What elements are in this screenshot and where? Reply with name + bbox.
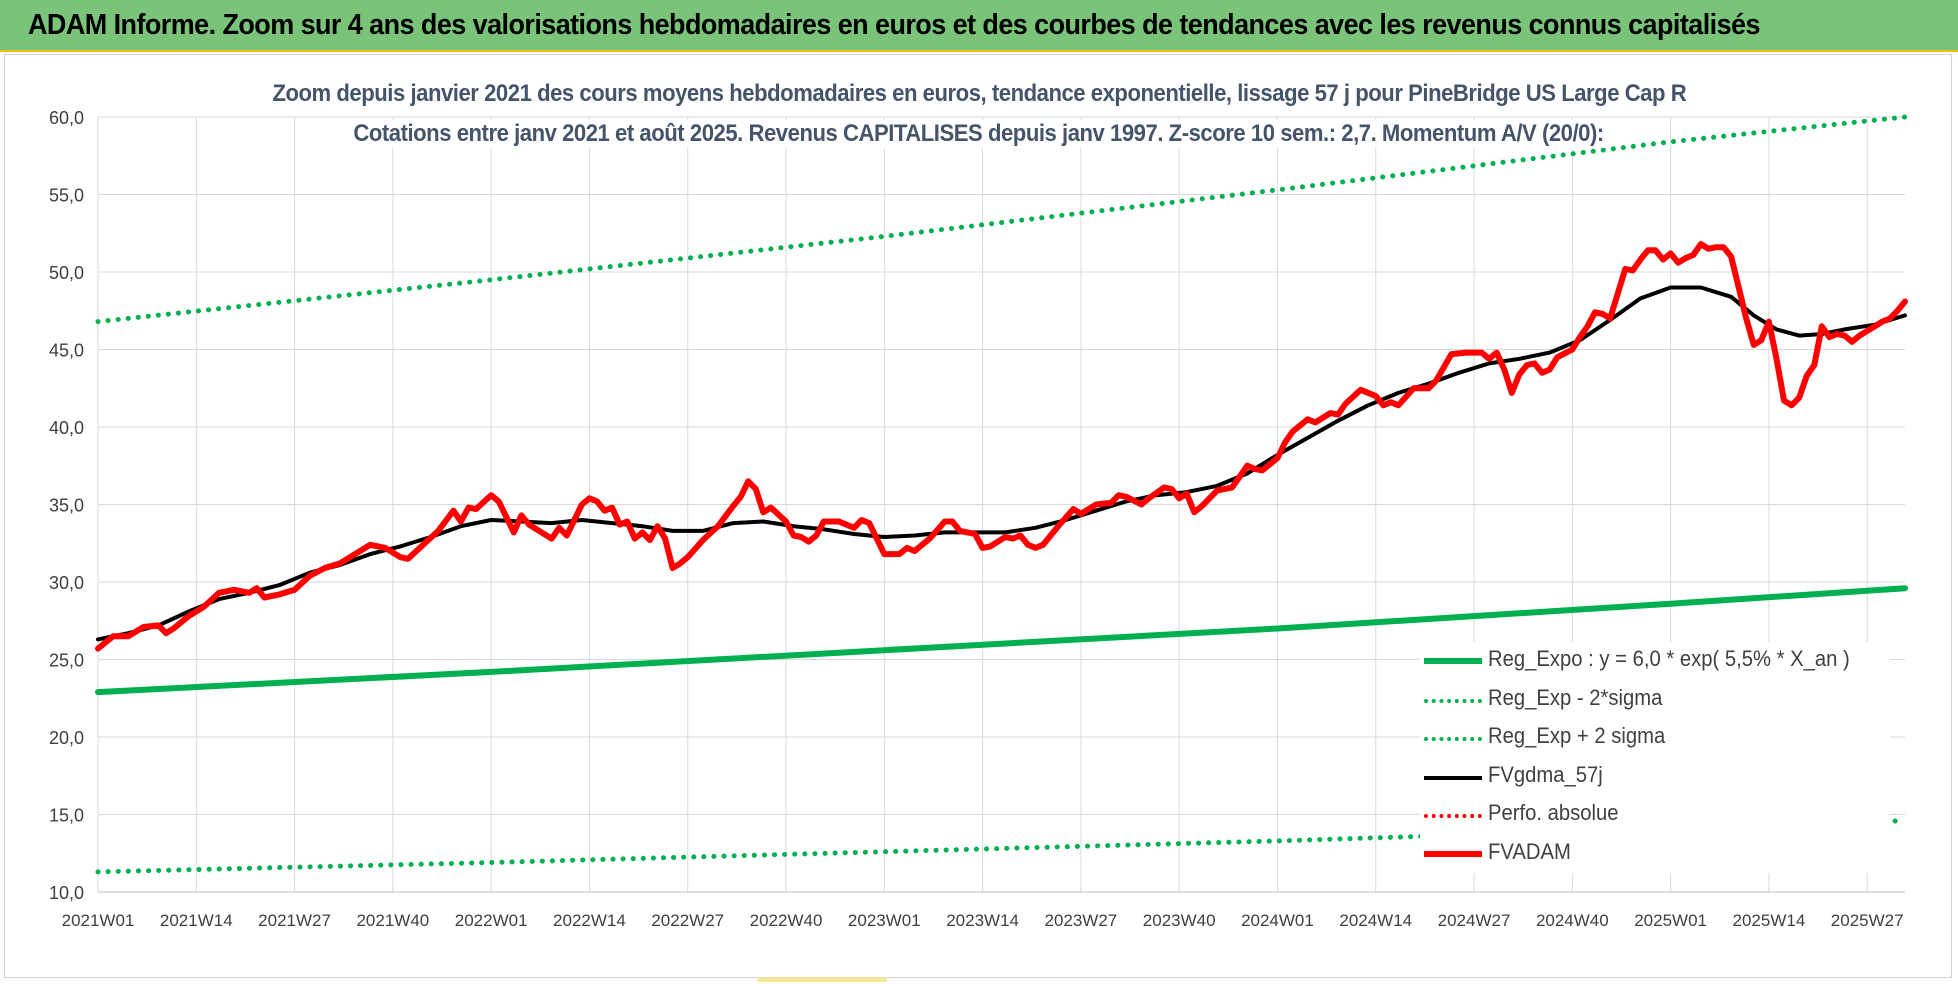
chart-subtitle: Cotations entre janv 2021 et août 2025. … — [0, 120, 1958, 148]
x-tick-label: 2025W27 — [1831, 911, 1904, 930]
y-tick-label: 20,0 — [49, 728, 84, 748]
y-tick-label: 15,0 — [49, 806, 84, 826]
chart-frame — [4, 54, 1952, 978]
x-tick-label: 2024W40 — [1536, 911, 1609, 930]
legend-entry: Reg_Expo : y = 6,0 * exp( 5,5% * X_an ) — [1420, 642, 1890, 681]
x-tick-label: 2022W01 — [455, 911, 528, 930]
y-tick-label: 10,0 — [49, 883, 84, 903]
x-axis-tick-labels: 2021W01 2021W14 2021W27 2021W40 2022W01 2022W… — [62, 911, 1904, 930]
y-tick-label: 40,0 — [49, 418, 84, 438]
chart-legend: Reg_Expo : y = 6,0 * exp( 5,5% * X_an ) R… — [1420, 642, 1890, 873]
legend-swatch — [1424, 814, 1482, 818]
chart-subtitle-text: Cotations entre janv 2021 et août 2025. … — [346, 120, 1612, 148]
legend-entry: Reg_Exp + 2 sigma — [1420, 719, 1890, 758]
legend-label: Reg_Expo : y = 6,0 * exp( 5,5% * X_an ) — [1488, 646, 1850, 671]
y-tick-label: 45,0 — [49, 341, 84, 361]
legend-label: Reg_Exp - 2*sigma — [1488, 684, 1663, 710]
report-title: ADAM Informe. Zoom sur 4 ans des valoris… — [28, 9, 1760, 41]
x-tick-label: 2025W14 — [1733, 911, 1806, 930]
x-tick-label: 2023W01 — [848, 911, 921, 930]
legend-swatch — [1424, 737, 1482, 741]
y-tick-label: 35,0 — [49, 496, 84, 516]
legend-entry: FVADAM — [1420, 835, 1890, 874]
y-tick-label: 60,0 — [49, 108, 84, 128]
report-banner: ADAM Informe. Zoom sur 4 ans des valoris… — [0, 0, 1958, 52]
legend-swatch — [1424, 850, 1482, 857]
series-lines — [95, 114, 1908, 875]
series-line-5 — [95, 241, 1908, 652]
x-tick-label: 2021W40 — [356, 911, 429, 930]
x-tick-label: 2023W40 — [1143, 911, 1216, 930]
legend-label: Perfo. absolue — [1488, 800, 1619, 825]
x-tick-label: 2021W14 — [160, 911, 233, 930]
x-tick-label: 2021W27 — [258, 911, 331, 930]
legend-label: FVgdma_57j — [1488, 761, 1603, 787]
legend-swatch — [1424, 698, 1482, 703]
legend-label: Reg_Exp + 2 sigma — [1488, 723, 1666, 748]
series-line-2 — [95, 114, 1908, 325]
x-tick-label: 2024W01 — [1241, 911, 1314, 930]
x-tick-label: 2021W01 — [62, 911, 135, 930]
x-tick-label: 2024W14 — [1339, 911, 1412, 930]
chart-title: Zoom depuis janvier 2021 des cours moyen… — [0, 80, 1958, 108]
grid-lines — [97, 116, 1905, 893]
x-tick-label: 2022W27 — [651, 911, 724, 930]
series-line-3 — [96, 285, 1907, 642]
x-tick-label: 2022W40 — [750, 911, 823, 930]
legend-swatch — [1424, 658, 1482, 664]
x-tick-label: 2023W14 — [946, 911, 1019, 930]
legend-swatch — [1424, 775, 1482, 780]
chart-title-text: Zoom depuis janvier 2021 des cours moyen… — [264, 80, 1694, 108]
legend-label: FVADAM — [1488, 838, 1571, 864]
y-tick-label: 25,0 — [49, 651, 84, 671]
y-tick-label: 30,0 — [49, 573, 84, 593]
x-tick-label: 2022W14 — [553, 911, 626, 930]
y-axis-tick-labels: 10,0 15,0 20,0 25,0 30,0 35,0 40,0 45,0 50,0 55,0… — [49, 108, 84, 903]
x-tick-label: 2025W01 — [1634, 911, 1707, 930]
x-tick-label: 2024W27 — [1438, 911, 1511, 930]
legend-entry: FVgdma_57j — [1420, 758, 1890, 797]
footer-accent — [757, 977, 887, 982]
series-line-0 — [95, 585, 1908, 696]
y-tick-label: 50,0 — [49, 263, 84, 283]
y-tick-label: 55,0 — [49, 186, 84, 206]
legend-entry: Reg_Exp - 2*sigma — [1420, 681, 1890, 720]
x-tick-label: 2023W27 — [1044, 911, 1117, 930]
legend-entry: Perfo. absolue — [1420, 796, 1890, 835]
